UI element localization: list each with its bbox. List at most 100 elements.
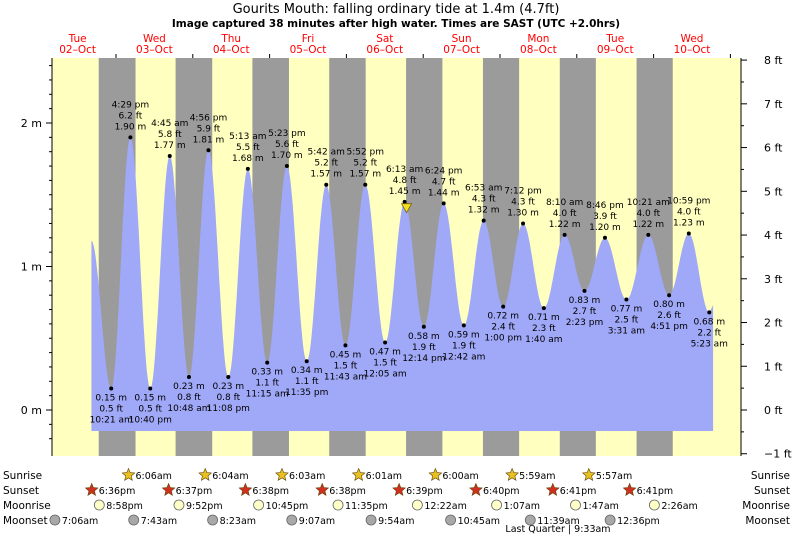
moonset-icon bbox=[207, 514, 219, 526]
low-tide-meters: 0.77 m bbox=[611, 305, 643, 315]
sunset-icon bbox=[469, 482, 483, 496]
sunrise-time: 6:01am bbox=[366, 471, 402, 482]
high-tide-feet: 4.0 ft bbox=[677, 207, 701, 217]
sunrise-icon bbox=[198, 467, 213, 481]
chart-subtitle: Image captured 38 minutes after high wat… bbox=[172, 18, 620, 30]
high-tide-meters: 1.23 m bbox=[673, 218, 705, 228]
moonset-icon bbox=[604, 514, 616, 526]
high-tide-meters: 1.30 m bbox=[507, 208, 539, 218]
high-tide-meters: 1.57 m bbox=[349, 170, 381, 180]
sunrise-icon bbox=[505, 467, 520, 481]
sunset-time: 6:38pm bbox=[252, 486, 289, 497]
moonset-time: 9:07am bbox=[299, 516, 335, 527]
sunset-row-label-right: Sunset bbox=[754, 485, 790, 497]
date-label: 07–Oct bbox=[443, 44, 480, 56]
high-tide-meters: 1.77 m bbox=[154, 141, 186, 151]
high-tide-time: 6:24 pm bbox=[425, 166, 463, 176]
high-tide-point bbox=[324, 182, 329, 187]
sunset-time: 6:39pm bbox=[406, 486, 443, 497]
low-tide-point bbox=[421, 324, 426, 329]
high-tide-time: 5:13 am bbox=[229, 132, 266, 142]
moonrise-icon bbox=[411, 499, 423, 511]
low-tide-meters: 0.34 m bbox=[291, 366, 323, 376]
low-tide-point bbox=[624, 297, 629, 302]
sunset-icon bbox=[392, 482, 407, 496]
low-tide-feet: 2.4 ft bbox=[491, 323, 515, 333]
sunset-time: 6:37pm bbox=[176, 486, 213, 497]
day-name-label: Tue bbox=[605, 33, 624, 45]
moonrise-icon bbox=[93, 499, 105, 511]
high-tide-point bbox=[562, 232, 567, 237]
low-tide-point bbox=[304, 359, 309, 364]
axes: 0 m 1 m 2 m −1 ft 0 ft 1 ft 2 ft 3 ft 4 ft 5 ft 6 … bbox=[21, 54, 792, 461]
low-tide-point bbox=[148, 386, 153, 391]
high-tide-point bbox=[441, 201, 446, 206]
tide-area bbox=[91, 137, 714, 431]
high-tide-time: 4:45 am bbox=[151, 119, 188, 129]
low-tide-time: 10:40 pm bbox=[129, 415, 172, 425]
high-tide-meters: 1.45 m bbox=[389, 187, 421, 197]
high-tide-meters: 1.44 m bbox=[428, 188, 460, 198]
date-label: 02–Oct bbox=[59, 44, 96, 56]
moonset-row-label-left: Moonset bbox=[3, 515, 48, 527]
moonrise-icon bbox=[570, 499, 581, 511]
day-name-label: Thu bbox=[220, 33, 241, 45]
low-tide-feet: 1.1 ft bbox=[255, 379, 279, 389]
right-axis-label: 0 ft bbox=[764, 404, 783, 417]
low-tide-meters: 0.80 m bbox=[653, 300, 685, 310]
low-tide-meters: 0.23 m bbox=[212, 382, 244, 392]
low-tide-time: 2:23 pm bbox=[566, 318, 604, 328]
high-tide-time: 10:59 pm bbox=[667, 196, 710, 206]
sunrise-time: 6:06am bbox=[136, 471, 172, 482]
sunset-time: 6:41pm bbox=[637, 486, 674, 497]
low-tide-time: 11:43 am bbox=[324, 372, 367, 382]
moonrise-time: 9:52pm bbox=[186, 501, 223, 512]
low-tide-feet: 2.6 ft bbox=[657, 311, 681, 321]
sunset-time: 6:41pm bbox=[560, 486, 597, 497]
high-tide-time: 10:21 am bbox=[627, 198, 670, 208]
sunset-icon bbox=[161, 482, 176, 496]
date-label: 05–Oct bbox=[290, 44, 327, 56]
right-axis-label: −1 ft bbox=[764, 448, 792, 461]
high-tide-time: 4:29 pm bbox=[112, 100, 150, 110]
day-name-label: Fri bbox=[302, 33, 315, 45]
high-tide-meters: 1.22 m bbox=[549, 220, 581, 230]
day-name-label: Wed bbox=[143, 33, 166, 45]
chart-title: Gourits Mouth: falling ordinary tide at … bbox=[233, 2, 560, 17]
low-tide-meters: 0.72 m bbox=[487, 312, 519, 322]
low-tide-feet: 2.5 ft bbox=[615, 316, 639, 326]
date-label: 09–Oct bbox=[597, 44, 634, 56]
low-tide-meters: 0.83 m bbox=[569, 296, 601, 306]
tide-curve bbox=[91, 137, 714, 431]
low-tide-meters: 0.15 m bbox=[134, 393, 166, 403]
low-tide-time: 11:35 pm bbox=[285, 388, 328, 398]
low-tide-point bbox=[109, 386, 114, 391]
low-tide-time: 11:08 pm bbox=[207, 404, 250, 414]
moonrise-time: 11:35pm bbox=[345, 501, 388, 512]
moonset-time: 7:06am bbox=[62, 516, 98, 527]
moon-phase-label: Last Quarter | 9:33am bbox=[505, 524, 610, 535]
moonrise-icon bbox=[173, 499, 185, 511]
right-axis-label: 4 ft bbox=[764, 229, 783, 242]
low-tide-point bbox=[582, 288, 587, 293]
day-name-label: Sat bbox=[376, 33, 393, 45]
low-tide-feet: 1.5 ft bbox=[334, 361, 358, 371]
low-tide-point bbox=[343, 343, 348, 348]
high-tide-feet: 4.8 ft bbox=[393, 176, 417, 186]
moonset-icon bbox=[445, 514, 457, 526]
low-tide-meters: 0.59 m bbox=[448, 330, 480, 340]
high-tide-feet: 5.2 ft bbox=[353, 159, 377, 169]
moonrise-time: 1:47am bbox=[582, 501, 618, 512]
sunset-icon bbox=[622, 482, 637, 496]
low-tide-time: 12:14 pm bbox=[402, 354, 445, 364]
high-tide-feet: 4.0 ft bbox=[636, 209, 660, 219]
moonset-icon bbox=[286, 514, 298, 526]
high-tide-meters: 1.90 m bbox=[115, 122, 147, 132]
moonset-time: 9:54am bbox=[378, 516, 414, 527]
sunrise-time: 6:03am bbox=[289, 471, 325, 482]
high-tide-time: 6:13 am bbox=[386, 165, 423, 175]
low-tide-point bbox=[265, 360, 270, 365]
high-tide-feet: 4.7 ft bbox=[432, 177, 456, 187]
day-name-label: Mon bbox=[527, 33, 549, 45]
